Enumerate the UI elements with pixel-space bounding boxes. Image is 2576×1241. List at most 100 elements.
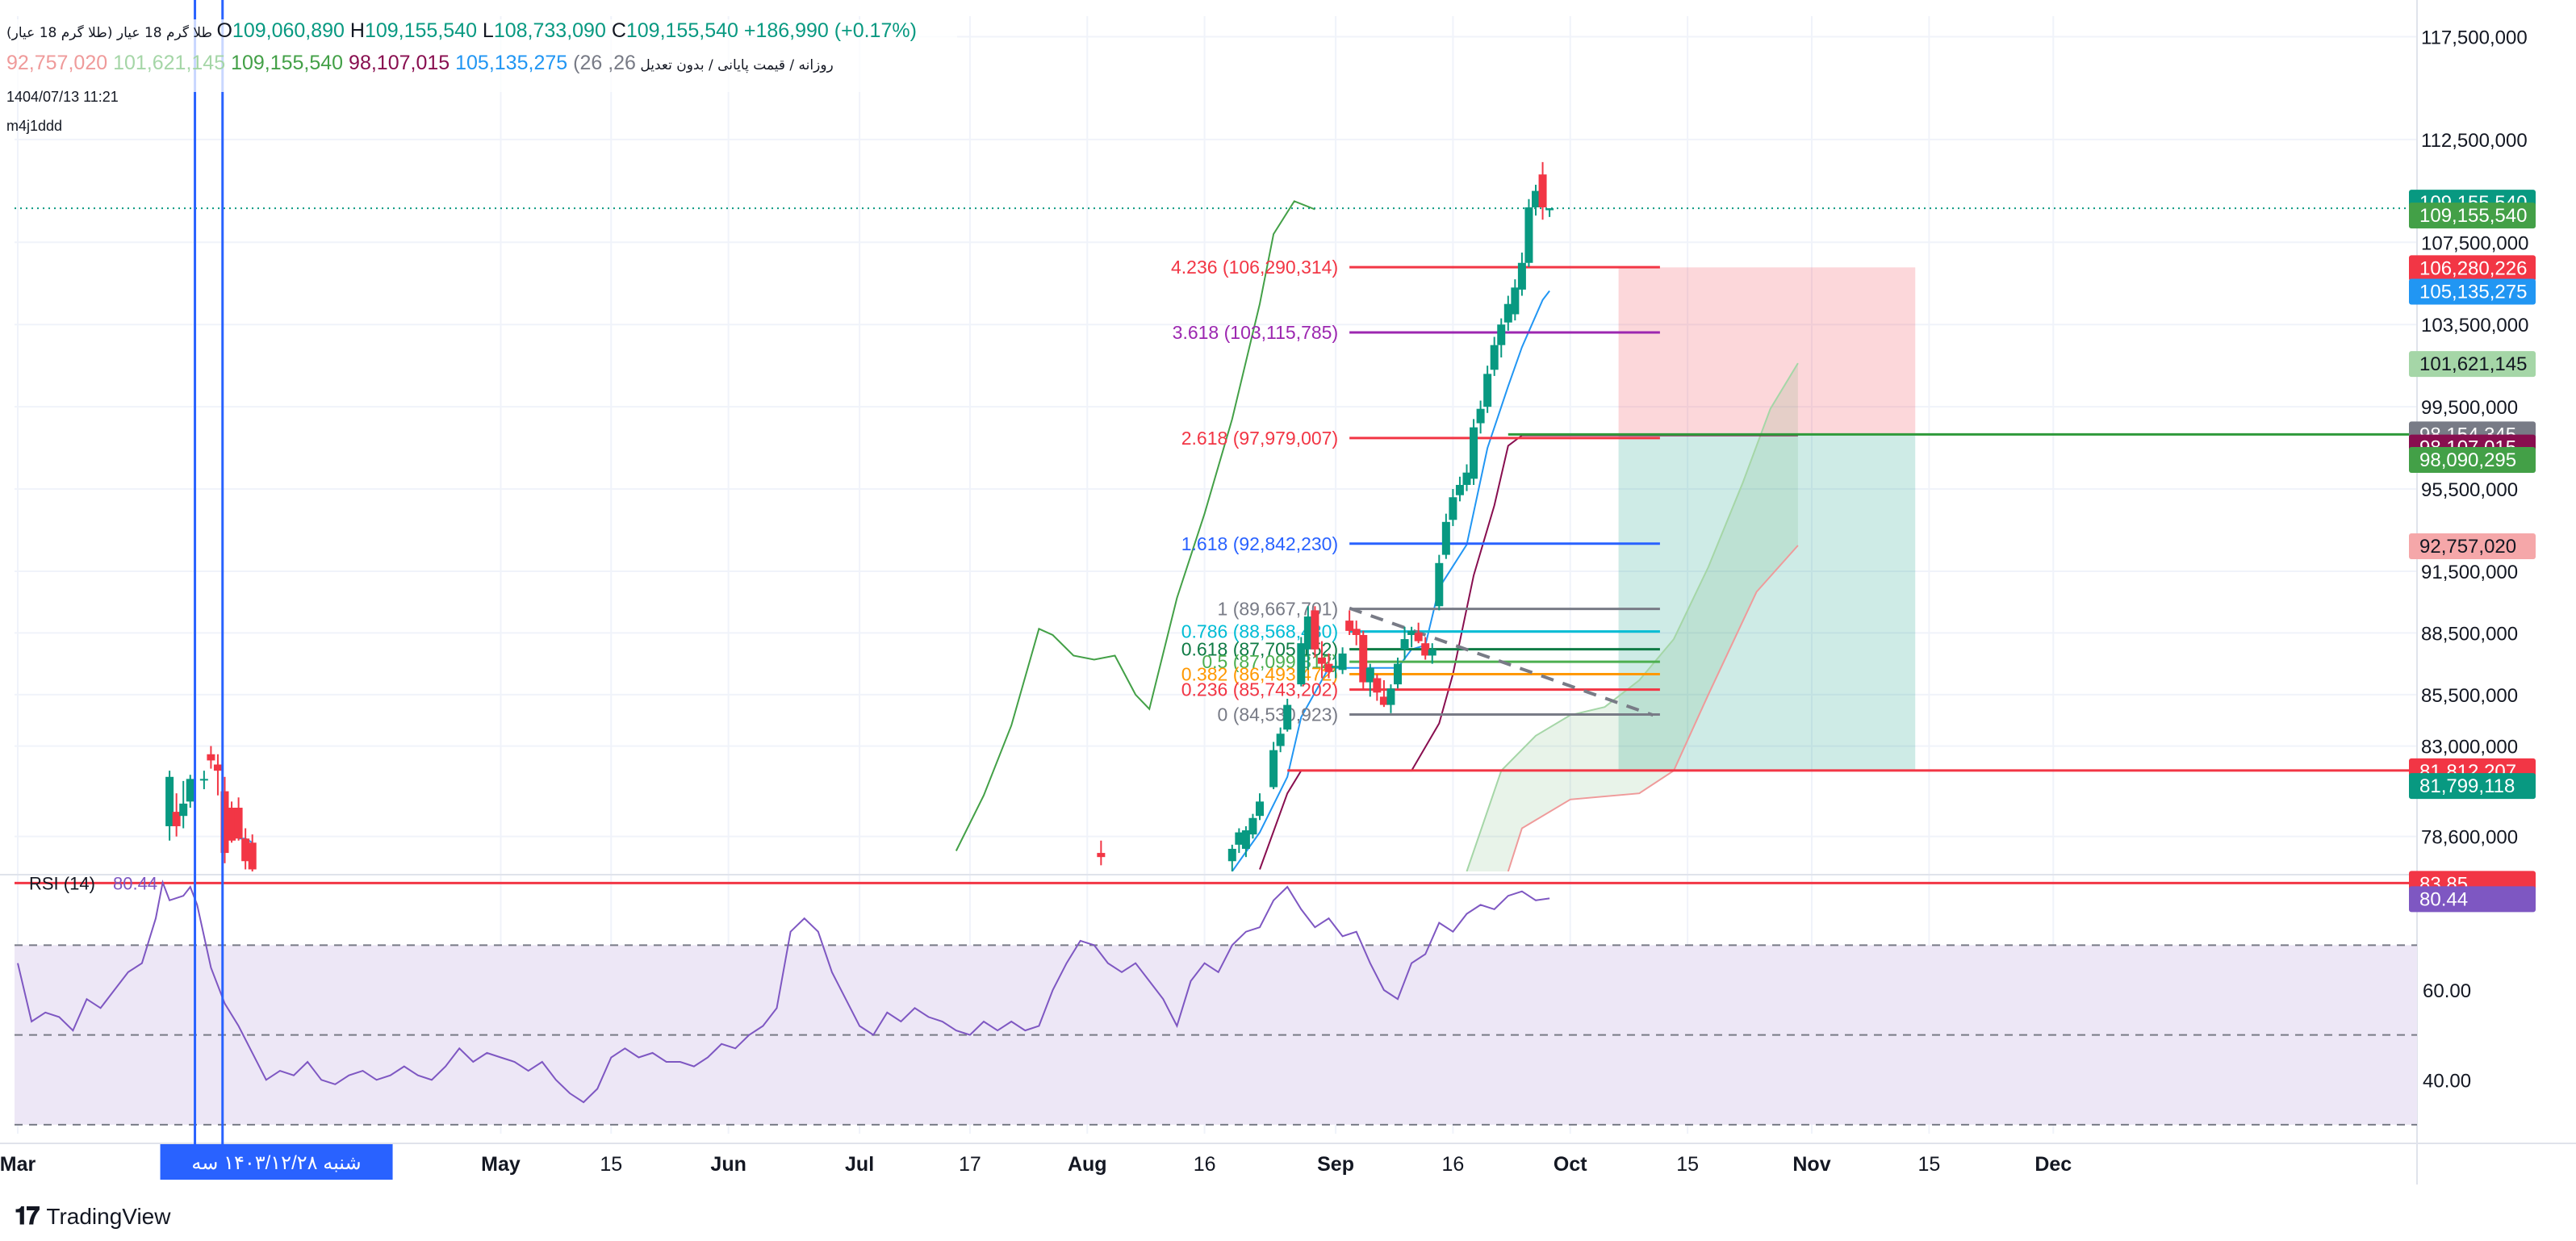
candle-body[interactable]: [1407, 630, 1416, 635]
candle-body[interactable]: [1394, 663, 1402, 685]
candle-body[interactable]: [1476, 408, 1485, 424]
candle-body[interactable]: [1414, 633, 1423, 641]
candle-body[interactable]: [1538, 174, 1547, 207]
candle-body[interactable]: [1365, 667, 1374, 683]
price-axis-badge[interactable]: 81,799,118: [2409, 773, 2536, 800]
candle-body[interactable]: [1470, 427, 1478, 479]
time-tick-label: Sep: [1317, 1153, 1354, 1176]
ohlc-value: 109,155,540: [626, 19, 738, 42]
candle-body[interactable]: [1317, 658, 1326, 664]
price-tick-label: 83,000,000: [2421, 737, 2518, 758]
candle-body[interactable]: [1441, 521, 1450, 555]
candle-body[interactable]: [1483, 374, 1492, 407]
candle-body[interactable]: [172, 812, 181, 826]
position-stop-zone[interactable]: [1618, 267, 1916, 435]
candle-body[interactable]: [1462, 472, 1471, 485]
candle-body[interactable]: [1497, 324, 1506, 345]
legend: طلا گرم 18 عیار (طلا گرم 18 عیار) O109,0…: [5, 19, 957, 134]
position-target-zone[interactable]: [1618, 434, 1916, 771]
price-tick-label: 85,500,000: [2421, 685, 2518, 707]
candle-body[interactable]: [1455, 484, 1464, 495]
candle-body[interactable]: [1400, 639, 1409, 650]
snapshot-timestamp: 1404/07/13 11:21: [6, 89, 119, 105]
candle-body[interactable]: [1241, 830, 1250, 849]
legend-symbol-line[interactable]: طلا گرم 18 عیار (طلا گرم 18 عیار) O109,0…: [6, 19, 917, 42]
candle-body[interactable]: [1248, 817, 1257, 835]
candle-body[interactable]: [1379, 696, 1388, 705]
price-axis-badge[interactable]: 106,280,226: [2409, 255, 2536, 282]
price-axis-badge-text: 109,155,540: [2419, 205, 2527, 227]
candle-body[interactable]: [1256, 801, 1264, 817]
candle-body[interactable]: [1352, 629, 1361, 635]
candle-body[interactable]: [1449, 497, 1457, 520]
price-axis[interactable]: 78,600,000 83,000,000 85,500,000 88,500,000…: [2409, 27, 2536, 1092]
fib-level-label: 0 (84,530,923): [1218, 704, 1339, 725]
candle-body[interactable]: [1545, 208, 1554, 211]
candle-body[interactable]: [1435, 562, 1444, 607]
time-tick-label: May: [481, 1153, 521, 1176]
candle-body[interactable]: [1490, 345, 1499, 370]
ohlc-value: C: [606, 19, 626, 42]
price-axis-badge[interactable]: 101,621,145: [2409, 351, 2536, 378]
ohlc-value: L: [477, 19, 494, 42]
candle-body[interactable]: [165, 776, 174, 826]
candle-body[interactable]: [186, 779, 194, 802]
candle-body[interactable]: [213, 764, 222, 771]
candle-body[interactable]: [199, 779, 208, 781]
candle-body[interactable]: [1269, 750, 1278, 788]
candle-body[interactable]: [1235, 832, 1244, 845]
candle-body[interactable]: [1297, 643, 1306, 685]
price-tick-label: 91,500,000: [2421, 562, 2518, 583]
candle-body[interactable]: [1373, 678, 1382, 693]
candle-body[interactable]: [1324, 663, 1333, 672]
symbol-name[interactable]: طلا گرم 18 عیار (طلا گرم 18 عیار): [6, 24, 216, 41]
candle-body[interactable]: [179, 803, 188, 817]
candle-body[interactable]: [1428, 649, 1436, 656]
price-tick-label: 112,500,000: [2421, 130, 2528, 152]
rsi-value-badge[interactable]: 80.44: [2409, 886, 2536, 913]
price-axis-badge[interactable]: 105,135,275: [2409, 278, 2536, 305]
candle-body[interactable]: [234, 808, 243, 839]
candle-body[interactable]: [1276, 733, 1285, 746]
trend-line-dashed[interactable]: [1349, 606, 1654, 717]
time-tick-label: 16: [1441, 1153, 1464, 1176]
candle-body[interactable]: [1386, 688, 1395, 705]
legend-indicator-line[interactable]: روزانه / قیمت پایانی / بدون تعدیل 26, 26…: [6, 52, 834, 74]
ichimoku-lagging-span: [955, 200, 1315, 851]
candle-body[interactable]: [207, 754, 215, 761]
rsi-value-badge-bg: [2409, 886, 2536, 913]
price-axis-badge[interactable]: 98,090,295: [2409, 447, 2536, 474]
candle-body[interactable]: [1511, 287, 1520, 315]
candle-body[interactable]: [1311, 610, 1319, 650]
candle-body[interactable]: [241, 838, 250, 862]
candle-body[interactable]: [1338, 653, 1347, 671]
candle-body[interactable]: [1332, 666, 1340, 668]
time-axis[interactable]: Mar May 15 Jun Jul 17 Aug 16 Sep 16 Oct 15 Nov 15 Dec: [0, 1153, 2072, 1176]
price-tick-label: 117,500,000: [2421, 27, 2528, 48]
ichimoku-lead-a: [1466, 362, 1799, 871]
tradingview-logo-icon: 𝟏𝟕: [15, 1202, 40, 1231]
candle-body[interactable]: [1303, 616, 1312, 650]
candle-body[interactable]: [1517, 262, 1526, 290]
candle-body[interactable]: [1227, 848, 1236, 862]
candle-body[interactable]: [1503, 303, 1512, 323]
candle-body[interactable]: [1097, 853, 1106, 858]
candle-body[interactable]: [1345, 620, 1354, 631]
candle-body[interactable]: [1532, 190, 1540, 207]
main-pane: 4.236 (106,290,314) 3.618 (103,115,785) 2.…: [15, 161, 2417, 871]
time-tick-label: Dec: [2034, 1153, 2072, 1176]
fib-level-label: 2.618 (97,979,007): [1181, 428, 1338, 449]
price-axis-badge[interactable]: 109,155,540: [2409, 203, 2536, 229]
ichimoku-lead-b: [1507, 545, 1799, 871]
candle-body[interactable]: [220, 791, 229, 854]
candle-body[interactable]: [228, 808, 236, 841]
candle-body[interactable]: [1283, 704, 1292, 730]
ohlc-value: O: [216, 19, 232, 42]
candle-body[interactable]: [1359, 634, 1368, 683]
candle-body[interactable]: [248, 842, 257, 870]
candle-body[interactable]: [1421, 643, 1430, 656]
tradingview-logo[interactable]: 𝟏𝟕 TradingView: [15, 1202, 170, 1231]
price-axis-badge[interactable]: 92,757,020: [2409, 533, 2536, 559]
candle-body[interactable]: [1524, 207, 1533, 263]
